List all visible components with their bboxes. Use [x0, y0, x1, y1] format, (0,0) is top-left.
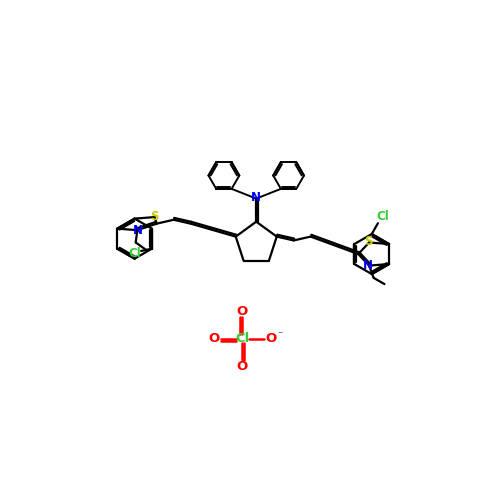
Text: Cl: Cl: [128, 247, 141, 260]
Text: N: N: [252, 192, 261, 204]
Text: O: O: [208, 332, 220, 345]
Text: Cl: Cl: [376, 210, 389, 223]
Text: O: O: [237, 360, 248, 373]
Text: S: S: [364, 235, 372, 248]
Text: O: O: [266, 332, 276, 345]
Text: N: N: [133, 224, 143, 236]
Text: N: N: [364, 259, 374, 272]
Text: ⁻: ⁻: [278, 330, 283, 340]
Text: Cl: Cl: [236, 332, 250, 345]
Text: S: S: [150, 210, 159, 223]
Text: O: O: [237, 304, 248, 318]
